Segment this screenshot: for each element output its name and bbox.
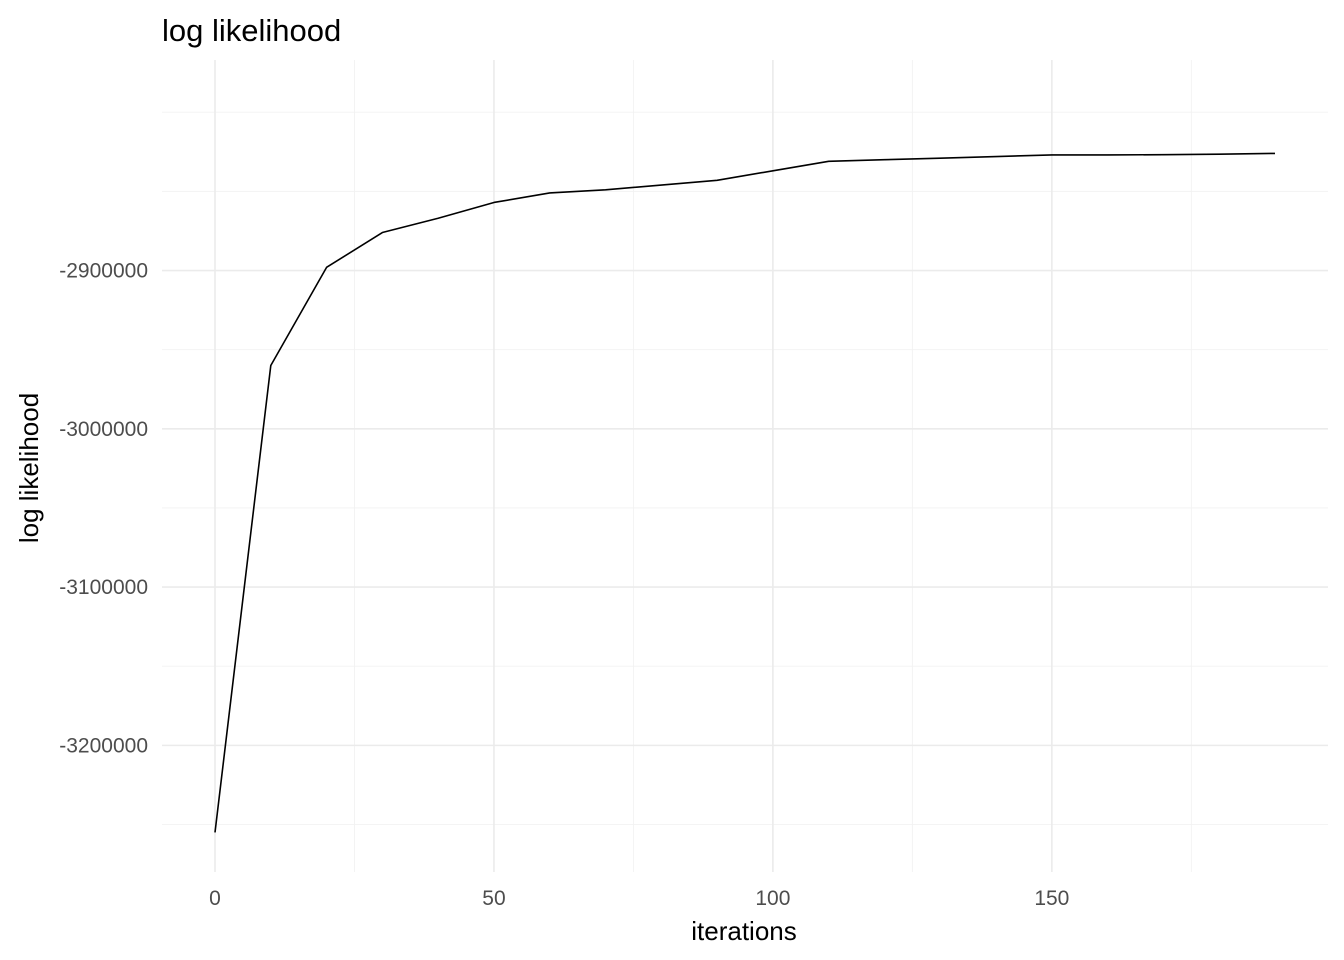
y-axis-label: log likelihood bbox=[14, 393, 44, 543]
x-axis-tick-labels: 0 50 100 150 bbox=[209, 887, 1069, 910]
x-tick-label: 150 bbox=[1034, 887, 1069, 910]
minor-gridlines bbox=[162, 60, 1328, 872]
x-tick-label: 0 bbox=[209, 887, 221, 910]
y-tick-label: -3000000 bbox=[59, 418, 148, 441]
y-tick-label: -3100000 bbox=[59, 576, 148, 599]
y-axis-tick-labels: -3200000 -3100000 -3000000 -2900000 bbox=[59, 260, 148, 758]
log-likelihood-line bbox=[214, 152, 1276, 833]
x-tick-label: 100 bbox=[755, 887, 790, 910]
chart-title: log likelihood bbox=[162, 13, 341, 48]
y-tick-label: -3200000 bbox=[59, 734, 148, 757]
x-tick-label: 50 bbox=[482, 887, 505, 910]
series-layer bbox=[214, 152, 1276, 833]
major-gridlines bbox=[162, 60, 1328, 872]
x-axis-label: iterations bbox=[691, 916, 797, 946]
y-tick-label: -2900000 bbox=[59, 260, 148, 283]
